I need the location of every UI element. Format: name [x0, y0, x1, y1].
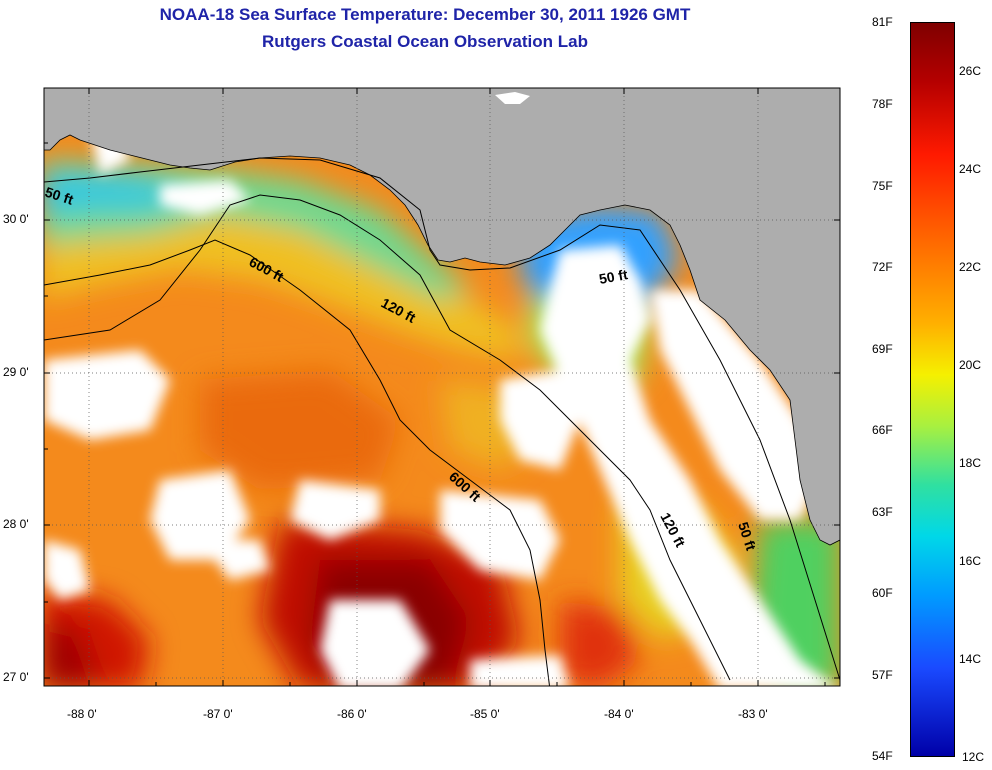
colorbar-label-c: 18C	[959, 456, 982, 470]
map-frame	[43, 87, 841, 687]
temperature-colorbar	[910, 22, 955, 757]
colorbar-label-f: 81F	[872, 15, 893, 29]
cloud-mask	[44, 120, 835, 686]
snow-patch	[495, 92, 530, 104]
colorbar-label-f: 75F	[872, 179, 893, 193]
colorbar-label-c: 14C	[959, 652, 982, 666]
colorbar-label-f: 72F	[872, 260, 893, 274]
lat-tick-label: 28 0'	[3, 517, 29, 531]
colorbar-label-f: 63F	[872, 505, 893, 519]
chart-subtitle: Rutgers Coastal Ocean Observation Lab	[262, 32, 588, 51]
colorbar-label-c: 24C	[959, 162, 982, 176]
colorbar-label-c: 16C	[959, 554, 982, 568]
colorbar-label-f: 66F	[872, 423, 893, 437]
lat-tick-label: 30 0'	[3, 212, 29, 226]
chart-title: NOAA-18 Sea Surface Temperature: Decembe…	[159, 5, 691, 24]
colorbar-label-c: 12C	[962, 750, 985, 764]
lon-tick-label: -85 0'	[470, 707, 500, 721]
colorbar-label-c: 26C	[959, 64, 982, 78]
lon-tick-label: -84 0'	[604, 707, 634, 721]
colorbar-label-f: 60F	[872, 586, 893, 600]
colorbar-label-f: 78F	[872, 97, 893, 111]
lon-tick-label: -88 0'	[67, 707, 97, 721]
lon-tick-label: -86 0'	[337, 707, 367, 721]
lon-tick-label: -87 0'	[203, 707, 233, 721]
colorbar-label-c: 22C	[959, 260, 982, 274]
graticule	[44, 88, 840, 686]
contour-label-50ft-north: 50 ft	[598, 266, 629, 287]
colorbar-label-c: 20C	[959, 358, 982, 372]
lon-tick-label: -83 0'	[738, 707, 768, 721]
bathymetry-contours	[44, 157, 840, 686]
colorbar-label-f: 54F	[872, 749, 893, 763]
land-mass	[44, 88, 840, 546]
lat-tick-label: 29 0'	[3, 365, 29, 379]
axis-ticks	[44, 88, 840, 686]
lat-tick-label: 27 0'	[3, 670, 29, 684]
colorbar-label-f: 69F	[872, 342, 893, 356]
colorbar-label-f: 57F	[872, 668, 893, 682]
